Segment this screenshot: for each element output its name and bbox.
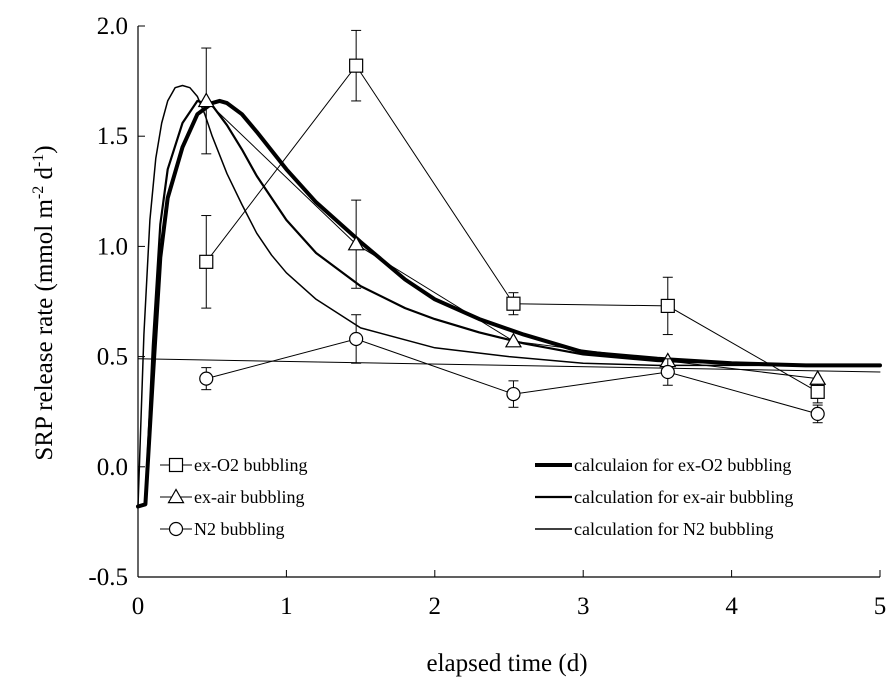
legend-marker-square (168, 457, 184, 473)
legend-label: ex-air bubbling (194, 487, 304, 507)
y-axis-label-sup2: -1 (30, 154, 47, 167)
legend-marker-circle (168, 521, 184, 537)
legend-marker-triangle (167, 488, 185, 504)
x-tick-label: 1 (280, 593, 293, 620)
axes: 0 1 2 3 4 5 -0.5 0.0 0.5 1.0 1.5 2.0 (88, 13, 886, 620)
y-axis-label-main: SRP release rate (mmol m (31, 199, 58, 461)
data-point-circle (506, 386, 521, 402)
series-line-calculated (137, 84, 881, 508)
data-point-circle (349, 331, 364, 347)
data-point-triangle (504, 332, 522, 348)
data-point-circle (199, 371, 214, 386)
series-line-measured (206, 338, 818, 415)
y-tick-label: 1.0 (97, 233, 128, 260)
y-tick-label: 2.0 (97, 13, 128, 40)
data-point-triangle (347, 235, 365, 251)
legend: ex-O2 bubbling ex-air bubbling N2 bubbling… (160, 455, 793, 539)
y-axis-label-end: ) (31, 145, 58, 153)
plot-area (136, 29, 882, 509)
data-point-triangle (197, 92, 215, 108)
y-axis-label: SRP release rate (mmol m-2 d-1) (30, 145, 58, 460)
y-axis-label-mid: d (31, 167, 58, 186)
series-line-calculated (136, 98, 882, 509)
data-point-square (199, 254, 214, 269)
y-tick-label: 0.0 (97, 454, 128, 481)
data-point-square (506, 296, 521, 311)
legend-label: calculation for ex-air bubbling (574, 487, 793, 507)
x-tick-label: 4 (725, 593, 738, 620)
y-axis-label-sup1: -2 (30, 186, 47, 199)
y-tick-label: 0.5 (97, 344, 128, 371)
legend-label: N2 bubbling (194, 519, 285, 539)
x-tick-label: 3 (577, 593, 590, 620)
data-point-circle (660, 364, 675, 380)
y-tick-label: -0.5 (88, 564, 128, 591)
legend-label: calculaion for ex-O2 bubbling (574, 455, 791, 475)
legend-label: calculation for N2 bubbling (574, 519, 773, 539)
data-point-square (660, 298, 675, 314)
x-axis-label: elapsed time (d) (426, 650, 587, 677)
y-tick-label: 1.5 (97, 123, 128, 150)
legend-label: ex-O2 bubbling (194, 455, 307, 475)
data-point-square (810, 384, 825, 399)
x-tick-label: 0 (132, 593, 145, 620)
series-line-calculated (136, 99, 882, 508)
data-point-square (349, 58, 364, 73)
series-line-calculated (137, 358, 881, 373)
x-tick-label: 2 (429, 593, 442, 620)
data-point-triangle (809, 369, 827, 385)
x-tick-label: 5 (874, 593, 887, 620)
data-point-circle (810, 406, 825, 422)
